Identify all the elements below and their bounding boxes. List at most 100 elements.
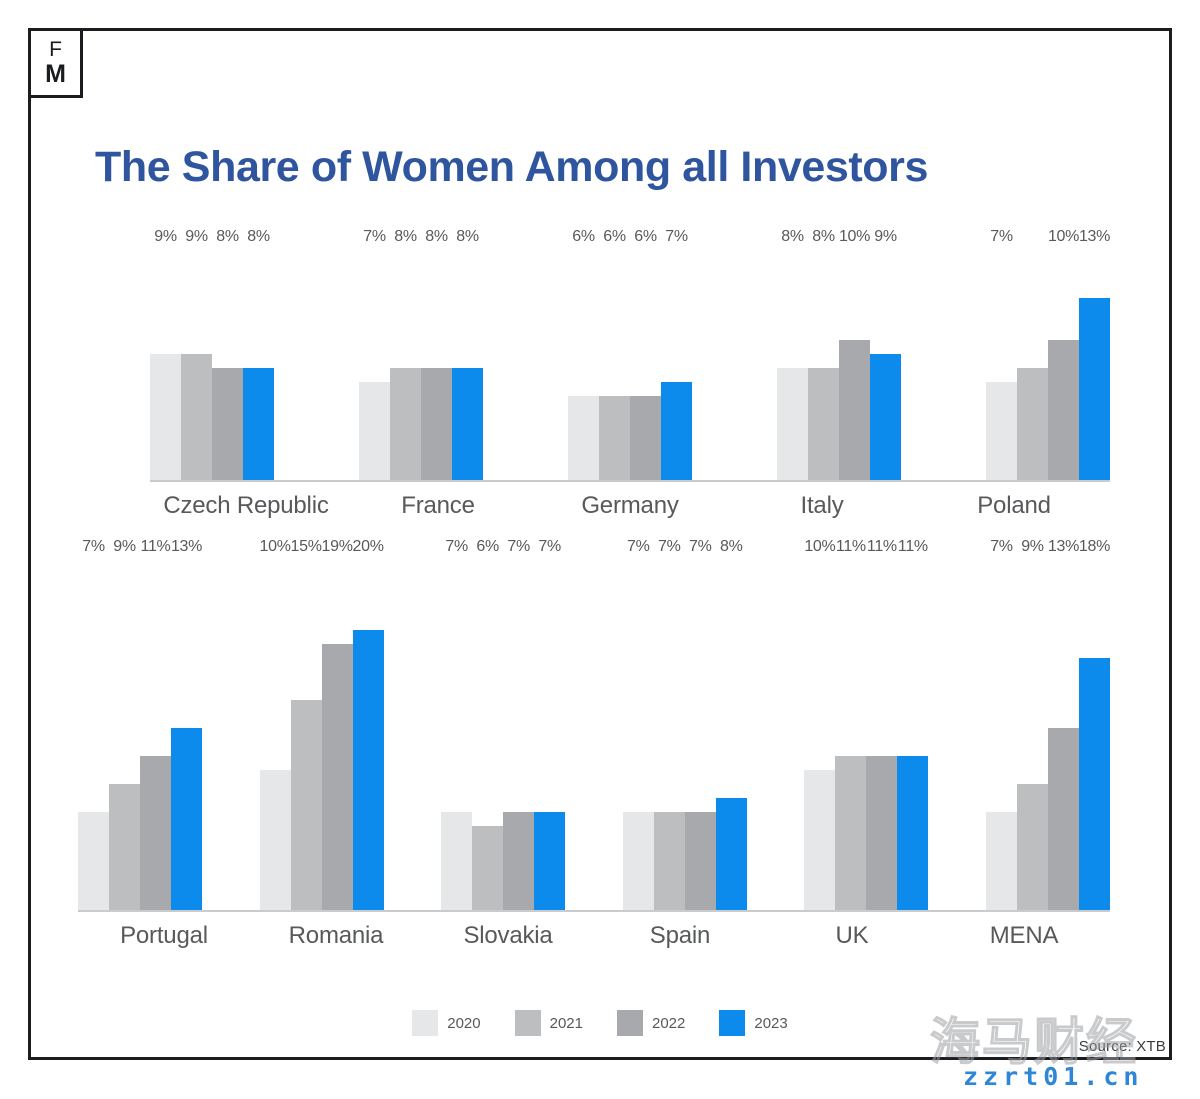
bar-2021 bbox=[472, 826, 504, 910]
page-title: The Share of Women Among all Investors bbox=[95, 143, 929, 191]
bar-value-label: 7% bbox=[538, 538, 561, 555]
x-tick-spain: Spain bbox=[649, 922, 711, 949]
bar-value-label: 7% bbox=[990, 538, 1013, 555]
logo-letter-f: F bbox=[49, 38, 62, 61]
bar-2020 bbox=[804, 770, 836, 910]
bar-2021 bbox=[808, 368, 839, 480]
bar-2020 bbox=[150, 354, 181, 480]
bar-2022 bbox=[866, 756, 898, 910]
bar-value-label: 8% bbox=[216, 228, 239, 245]
bar-group: 9% 9% 8% 8% bbox=[150, 228, 274, 480]
x-tick-labels-bottom: Portugal Romania Slovakia Spain UK MENA bbox=[78, 922, 1110, 950]
bar-value-label: 11% bbox=[140, 538, 171, 555]
bar-value-label: 8% bbox=[812, 228, 835, 245]
bar-item: 19% bbox=[321, 538, 353, 910]
bar-2021 bbox=[835, 756, 867, 910]
bar-item: 9% bbox=[109, 538, 140, 910]
bar-value-label: 10% bbox=[259, 538, 291, 555]
bar-group: 7% 9% 13% 18% bbox=[985, 538, 1110, 910]
bar-item: 15% bbox=[290, 538, 322, 910]
x-tick-poland: Poland bbox=[977, 492, 1051, 519]
bar-value-label: 18% bbox=[1078, 538, 1111, 555]
bar-2020 bbox=[777, 368, 808, 480]
bar-2021 bbox=[181, 354, 212, 480]
bar-value-label: 8% bbox=[456, 228, 479, 245]
bar-plot-top: 9% 9% 8% 8% 7% 8% 8% 8% 6% 6% 6% 7% 8% 8% 10% 9% 7% 10% 13… bbox=[150, 228, 1110, 480]
bar-item: 6% bbox=[630, 228, 661, 480]
bar-2022 bbox=[140, 756, 171, 910]
bar-value-label: 7% bbox=[363, 228, 386, 245]
bar-value-label: 10% bbox=[1047, 228, 1080, 245]
bar-2022 bbox=[684, 812, 716, 910]
axis-baseline-top bbox=[150, 480, 1110, 482]
legend-item-2021[interactable]: 2021 bbox=[514, 1010, 583, 1036]
legend-item-2020[interactable]: 2020 bbox=[412, 1010, 481, 1036]
bar-item: 13% bbox=[1047, 538, 1079, 910]
bar-group: 10% 15% 19% 20% bbox=[259, 538, 384, 910]
bar-value-label: 6% bbox=[476, 538, 499, 555]
bar-item: 13% bbox=[1079, 228, 1110, 480]
bar-group: 7% 7% 7% 8% bbox=[622, 538, 747, 910]
bar-plot-bottom: 7% 9% 11% 13% 10% 15% 19% 20% 7% 6% 7% 7% 7% 7% 7% 8% 10… bbox=[78, 538, 1110, 910]
bar-value-label: 9% bbox=[154, 228, 177, 245]
bar-value-label: 9% bbox=[1021, 538, 1044, 555]
legend-swatch-2022 bbox=[617, 1010, 643, 1036]
bar-2021 bbox=[1016, 784, 1048, 910]
bar-item: 13% bbox=[171, 538, 202, 910]
bar-2022 bbox=[1047, 728, 1079, 910]
bar-value-label: 7% bbox=[665, 228, 688, 245]
bar-2021 bbox=[1017, 368, 1048, 480]
bar-2020 bbox=[359, 382, 390, 480]
source-note: Source: XTB bbox=[1078, 1038, 1166, 1055]
bar-item: 7% bbox=[441, 538, 473, 910]
bar-value-label: 13% bbox=[170, 538, 203, 555]
bar-2023 bbox=[352, 630, 384, 910]
bar-item: 7% bbox=[684, 538, 716, 910]
axis-baseline-bottom bbox=[78, 910, 1110, 912]
bar-value-label: 19% bbox=[321, 538, 353, 555]
legend-item-2022[interactable]: 2022 bbox=[617, 1010, 685, 1036]
bar-2020 bbox=[259, 770, 291, 910]
bar-2023 bbox=[870, 354, 901, 480]
x-tick-romania: Romania bbox=[288, 922, 384, 949]
bar-2021 bbox=[599, 396, 630, 480]
bar-2022 bbox=[212, 368, 243, 480]
bar-2021 bbox=[109, 784, 140, 910]
bar-2021 bbox=[390, 368, 421, 480]
bar-item: 9% bbox=[1016, 538, 1048, 910]
bar-value-label: 8% bbox=[425, 228, 448, 245]
bar-item: 7% bbox=[534, 538, 566, 910]
bar-value-label: 8% bbox=[394, 228, 417, 245]
bar-2022 bbox=[839, 340, 870, 480]
chart-row-bottom: 7% 9% 11% 13% 10% 15% 19% 20% 7% 6% 7% 7% 7% 7% 7% 8% 10… bbox=[78, 538, 1110, 910]
bar-item: 10% bbox=[259, 538, 291, 910]
legend-label-2021: 2021 bbox=[549, 1014, 583, 1032]
bar-item: 10% bbox=[839, 228, 870, 480]
bar-2023 bbox=[452, 368, 483, 480]
bar-item: 6% bbox=[599, 228, 630, 480]
bar-2022 bbox=[321, 644, 353, 910]
bar-2020 bbox=[78, 812, 109, 910]
bar-group: 7% 6% 7% 7% bbox=[441, 538, 566, 910]
bar-item: 11% bbox=[897, 538, 929, 910]
bar-item: 8% bbox=[808, 228, 839, 480]
bar-2023 bbox=[243, 368, 274, 480]
chart-legend: 2020 2021 2022 2023 bbox=[0, 1010, 1200, 1036]
bar-item: 7% bbox=[985, 538, 1017, 910]
bar-item: 18% bbox=[1079, 538, 1110, 910]
bar-item: 7% bbox=[622, 538, 654, 910]
x-tick-france: France bbox=[401, 492, 475, 519]
bar-item: 9% bbox=[870, 228, 901, 480]
x-tick-portugal: Portugal bbox=[120, 922, 208, 949]
bar-group: 8% 8% 10% 9% bbox=[777, 228, 901, 480]
bar-group: 10% 11% 11% 11% bbox=[804, 538, 929, 910]
bar-item: 11% bbox=[835, 538, 867, 910]
bar-item: 7% bbox=[359, 228, 390, 480]
bar-2021 bbox=[290, 700, 322, 910]
bar-group: 7% 8% 8% 8% bbox=[359, 228, 483, 480]
bar-item: 10% bbox=[804, 538, 836, 910]
bar-2022 bbox=[630, 396, 661, 480]
legend-item-2023[interactable]: 2023 bbox=[719, 1010, 788, 1036]
x-tick-germany: Germany bbox=[581, 492, 679, 519]
x-tick-uk: UK bbox=[835, 922, 869, 949]
